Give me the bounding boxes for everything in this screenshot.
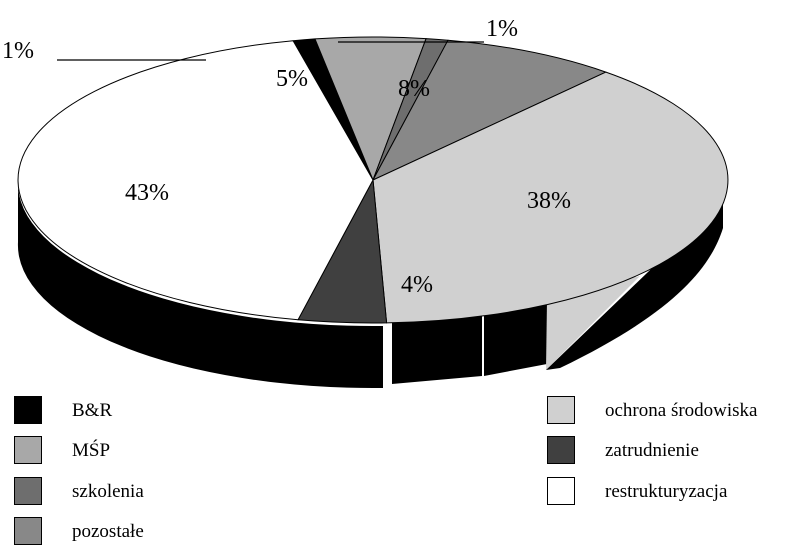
pie-slice-restrukturyzacja [17,40,374,321]
data-label-ochrona-srodowiska: 38% [527,188,571,214]
pie-slices [17,36,729,324]
data-label-b-and-r: 1% [2,38,34,64]
side-wall-restrukturyzacja [17,180,384,389]
side-wall-zatrudnienie [392,312,482,384]
data-label-szkolenia: 1% [486,16,518,42]
pie-slice-pozostałe [372,39,607,181]
side-wall-ochrona-left [484,300,547,376]
data-label-restrukturyzacja: 43% [125,180,169,206]
data-label-msp: 5% [276,66,308,92]
data-label-pozostale: 8% [398,76,430,102]
pie-slice-ochrona-środowiska [372,71,729,324]
data-label-zatrudnienie: 4% [401,272,433,298]
